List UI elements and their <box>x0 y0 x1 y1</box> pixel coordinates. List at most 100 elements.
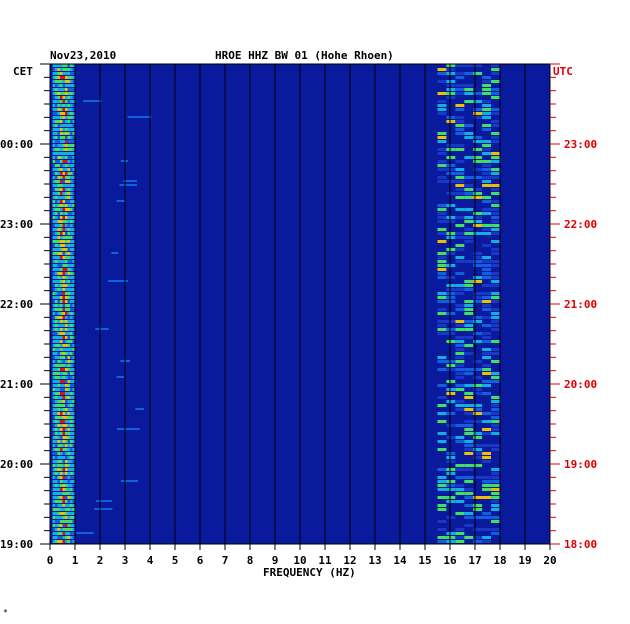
spectrum-cell <box>55 336 58 339</box>
spectrum-cell <box>62 208 65 211</box>
spectrum-cell <box>473 140 483 143</box>
spectrum-cell <box>437 276 447 279</box>
spectrum-cell <box>446 80 456 83</box>
spectrum-cell <box>70 508 73 511</box>
spectrum-cell <box>55 268 58 271</box>
spectrum-cell <box>67 444 70 447</box>
spectrum-cell <box>67 472 70 475</box>
spectrum-cell <box>57 260 60 263</box>
x-tick-label: 10 <box>293 554 306 567</box>
spectrum-cell <box>52 312 55 315</box>
spectrum-cell <box>55 524 58 527</box>
spectrum-cell <box>62 296 65 299</box>
spectrum-cell <box>70 212 73 215</box>
spectrum-cell <box>62 448 65 451</box>
spectrum-cell <box>55 284 58 287</box>
spectrum-cell <box>67 340 70 343</box>
spectrum-cell <box>60 476 63 479</box>
spectrum-cell <box>70 432 73 435</box>
spectrum-cell <box>446 172 456 175</box>
spectrum-cell <box>60 88 63 91</box>
spectrum-cell <box>60 332 63 335</box>
spectrum-cell <box>65 128 68 131</box>
spectrum-cell <box>55 328 58 331</box>
spectrum-cell <box>52 480 55 483</box>
spectrum-cell <box>52 264 55 267</box>
spectrum-cell <box>52 344 55 347</box>
spectrum-cell <box>60 144 63 147</box>
spectrum-cell <box>60 316 63 319</box>
spectrum-cell <box>62 540 65 543</box>
spectrum-cell <box>491 468 500 471</box>
spectrum-cell <box>491 220 500 223</box>
spectrum-cell <box>52 364 55 367</box>
spectrum-cell <box>65 196 68 199</box>
spectrum-cell <box>70 220 73 223</box>
spectrum-cell <box>473 444 483 447</box>
spectrum-cell <box>60 176 63 179</box>
spectrum-cell <box>67 520 70 523</box>
spectrum-cell <box>65 280 68 283</box>
spectrum-cell <box>67 296 70 299</box>
spectrum-cell <box>446 252 456 255</box>
spectrum-cell <box>52 304 55 307</box>
spectrum-cell <box>473 220 483 223</box>
spectrum-cell <box>72 396 75 399</box>
spectrum-cell <box>437 100 447 103</box>
spectrum-cell <box>65 248 68 251</box>
spectrum-cell <box>70 324 73 327</box>
spectrum-cell <box>62 316 65 319</box>
spectrum-cell <box>62 136 65 139</box>
spectrum-cell <box>67 468 70 471</box>
spectrum-cell <box>446 452 456 455</box>
spectrum-cell <box>70 252 73 255</box>
spectrum-cell <box>65 260 68 263</box>
spectrum-cell <box>67 204 70 207</box>
spectrum-cell <box>67 308 70 311</box>
spectrum-cell <box>67 184 70 187</box>
spectrum-cell <box>55 232 58 235</box>
spectrum-cell <box>473 300 483 303</box>
spectrum-cell <box>491 140 500 143</box>
spectrum-cell <box>70 364 73 367</box>
spectrum-cell <box>52 204 55 207</box>
spectrum-cell <box>55 396 58 399</box>
spectrum-cell <box>70 304 73 307</box>
spectrum-cell <box>57 200 60 203</box>
spectrum-cell <box>57 316 60 319</box>
spectrum-cell <box>464 260 474 263</box>
spectrum-cell <box>491 272 500 275</box>
spectrum-cell <box>52 152 55 155</box>
spectrum-cell <box>65 252 68 255</box>
spectrum-cell <box>62 192 65 195</box>
spectrum-cell <box>72 64 75 67</box>
spectrum-cell <box>464 300 474 303</box>
spectrum-cell <box>65 324 68 327</box>
spectrum-cell <box>57 216 60 219</box>
spectrum-cell <box>72 284 75 287</box>
spectrum-cell <box>60 228 63 231</box>
spectrum-cell <box>473 112 483 115</box>
spectrum-cell <box>455 500 465 503</box>
spectrum-cell <box>60 388 63 391</box>
spectrum-cell <box>70 408 73 411</box>
spectrum-cell <box>65 156 68 159</box>
spectrum-cell <box>52 280 55 283</box>
spectrum-cell <box>52 484 55 487</box>
spectrum-streak <box>119 184 137 186</box>
spectrum-cell <box>62 144 65 147</box>
spectrum-cell <box>72 88 75 91</box>
spectrum-cell <box>70 244 73 247</box>
spectrum-cell <box>65 360 68 363</box>
spectrum-cell <box>446 148 456 151</box>
spectrum-cell <box>52 200 55 203</box>
spectrum-cell <box>70 536 73 539</box>
spectrum-cell <box>62 108 65 111</box>
spectrum-cell <box>482 212 491 215</box>
spectrum-streak <box>95 328 109 330</box>
spectrum-cell <box>62 320 65 323</box>
spectrum-cell <box>65 340 68 343</box>
spectrum-cell <box>57 524 60 527</box>
spectrum-cell <box>464 304 474 307</box>
spectrum-cell <box>62 444 65 447</box>
